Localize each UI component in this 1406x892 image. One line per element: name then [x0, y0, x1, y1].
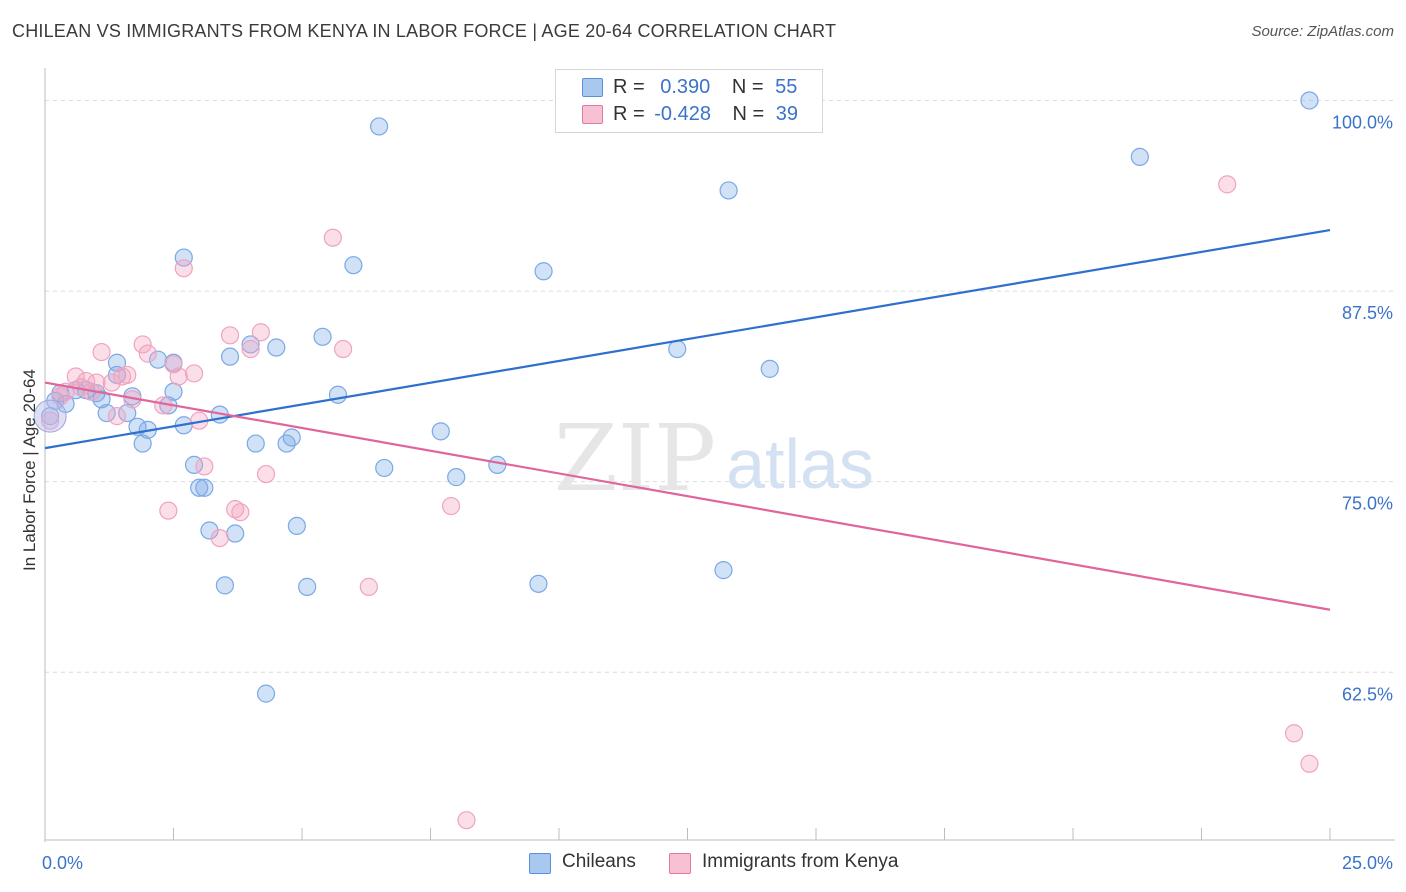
chilean-point [256, 684, 276, 703]
chart-title: CHILEAN VS IMMIGRANTS FROM KENYA IN LABO… [12, 21, 837, 41]
chilean-point [92, 390, 111, 409]
kenya-point [174, 259, 193, 278]
y-tick-label: 62.5% [1342, 684, 1393, 704]
trend-lines [44, 229, 1331, 611]
chilean-point [190, 478, 209, 497]
kenya-point [133, 335, 152, 354]
chilean-point [241, 335, 260, 354]
chilean-point [447, 468, 466, 487]
chilean-point [298, 577, 317, 596]
kenya-point [41, 411, 60, 430]
kenya-point [251, 323, 270, 342]
kenya-trend-line [44, 381, 1331, 611]
chilean-point [200, 521, 219, 540]
kenya-point [87, 373, 106, 392]
y-tick-label: 100.0% [1332, 112, 1393, 132]
chilean-point [107, 353, 127, 372]
x-tick-label: 0.0% [42, 853, 83, 873]
kenya-point [159, 501, 178, 520]
kenya-point [441, 496, 461, 516]
chilean-point [668, 339, 687, 359]
legend-swatch-kenya [582, 105, 603, 124]
chilean-point [375, 458, 394, 478]
chilean-point [313, 327, 332, 346]
legend-label-chileans: Chileans [562, 851, 636, 872]
legend-r-label: R = [613, 103, 645, 125]
chilean-point [488, 455, 507, 475]
legend-r-value: 0.390 [660, 76, 711, 98]
kenya-point [169, 367, 188, 386]
chilean-point [714, 561, 733, 580]
chilean-point [1130, 147, 1149, 167]
legend-r-label: R = [613, 76, 645, 98]
legend-n-label: N = [732, 103, 765, 125]
legend-r-value: -0.428 [654, 103, 711, 125]
chilean-trend-line [44, 229, 1331, 450]
legend-n-value: 39 [775, 103, 799, 125]
chilean-point [97, 403, 116, 423]
kenya-point [92, 342, 111, 362]
chilean-point [529, 574, 548, 593]
chilean-point [174, 248, 193, 267]
chilean-point [534, 262, 553, 281]
kenya-point [1218, 175, 1237, 194]
source-credit: Source: ZipAtlas.com [1251, 23, 1394, 40]
chilean-point [133, 434, 152, 453]
legend-n-value: 55 [775, 76, 798, 98]
chilean-point [344, 256, 363, 275]
kenya-point [118, 365, 137, 385]
chilean-point [267, 338, 286, 357]
chilean-point [760, 359, 779, 378]
kenya-point [256, 464, 276, 484]
kenya-point [1284, 724, 1304, 743]
kenya-point [184, 364, 204, 383]
legend-n-label: N = [731, 76, 764, 98]
watermark: ZIP atlas [554, 405, 874, 512]
chilean-point [195, 478, 214, 497]
chilean-point [719, 181, 738, 200]
chilean-point [370, 117, 389, 136]
watermark-atlas: atlas [726, 425, 874, 503]
kenya-point [210, 528, 229, 548]
watermark-zip: ZIP [554, 405, 716, 512]
legend-swatch-kenya [669, 853, 691, 874]
y-tick-label: 87.5% [1342, 303, 1393, 323]
y-tick-label: 75.0% [1342, 494, 1393, 514]
y-axis-label: In Labor Force | Age 20-64 [20, 369, 39, 571]
chilean-point [1300, 91, 1319, 110]
kenya-point [323, 228, 342, 247]
legend-label-kenya: Immigrants from Kenya [702, 851, 899, 872]
kenya-point [102, 373, 121, 392]
data-points [33, 91, 1319, 830]
correlation-legend: R = 0.390 N = 55 R = -0.428 N = 39 [555, 69, 823, 133]
kenya-point [220, 326, 240, 345]
cluster-point [33, 399, 67, 433]
kenya-point [334, 339, 353, 359]
kenya-point [241, 339, 260, 359]
axes [44, 68, 1395, 842]
kenya-point [359, 577, 378, 596]
chilean-point [328, 385, 348, 404]
kenya-point [1300, 754, 1319, 773]
chilean-point [287, 516, 306, 536]
kenya-point [138, 344, 157, 363]
chilean-point [118, 403, 137, 423]
chilean-point [282, 428, 301, 447]
chilean-point [215, 576, 234, 595]
chilean-point [431, 422, 450, 441]
chilean-point [246, 434, 265, 453]
x-tick-label: 25.0% [1342, 853, 1393, 873]
chilean-point [226, 524, 245, 543]
legend-swatch-chileans [529, 853, 551, 874]
kenya-point [66, 367, 85, 386]
kenya-point [226, 500, 245, 519]
kenya-point [457, 811, 476, 830]
chilean-point [220, 347, 240, 366]
kenya-point [195, 457, 214, 476]
legend-swatch-chileans [582, 78, 603, 97]
tick-labels: 100.0% 87.5% 75.0% 62.5% 0.0% 25.0% [42, 112, 1393, 873]
kenya-point [107, 407, 127, 426]
kenya-point [231, 503, 250, 522]
